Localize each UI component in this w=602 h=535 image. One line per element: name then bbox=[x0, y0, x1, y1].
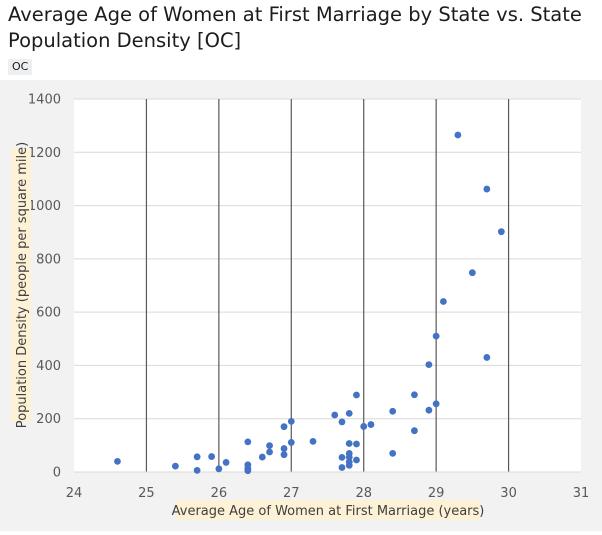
x-tick-label: 25 bbox=[138, 486, 155, 501]
data-point bbox=[432, 400, 440, 408]
y-tick-labels: 0 200 400 600 800 1000 1200 1400 bbox=[28, 93, 61, 481]
data-point bbox=[309, 437, 317, 445]
x-tick-label: 29 bbox=[428, 486, 445, 501]
data-point bbox=[244, 467, 252, 475]
data-point bbox=[338, 453, 346, 461]
data-point bbox=[280, 451, 288, 459]
data-point bbox=[425, 361, 433, 369]
y-tick-label: 200 bbox=[36, 412, 61, 427]
data-point bbox=[411, 427, 418, 435]
data-point bbox=[345, 409, 353, 417]
data-point bbox=[432, 332, 440, 340]
data-point bbox=[468, 269, 476, 277]
y-tick-label: 600 bbox=[36, 306, 61, 321]
data-point bbox=[244, 438, 252, 446]
data-point bbox=[280, 423, 288, 431]
plot-area bbox=[74, 99, 581, 472]
data-point bbox=[280, 445, 288, 452]
data-point bbox=[287, 439, 295, 446]
scatter-chart: 24 25 26 27 28 29 30 31 0 200 400 600 800 1000 1200 14… bbox=[0, 80, 602, 531]
data-point bbox=[411, 391, 418, 399]
data-point bbox=[258, 453, 266, 461]
y-tick-label: 400 bbox=[36, 359, 61, 374]
x-tick-label: 24 bbox=[66, 486, 83, 501]
data-point bbox=[497, 228, 505, 236]
data-point bbox=[345, 440, 353, 447]
x-tick-label: 26 bbox=[211, 486, 228, 501]
data-point bbox=[367, 421, 375, 428]
data-point bbox=[172, 462, 179, 470]
y-axis-label-background bbox=[11, 148, 31, 422]
data-point bbox=[360, 423, 368, 430]
data-point bbox=[425, 406, 433, 414]
x-tick-label: 31 bbox=[573, 486, 590, 501]
data-point bbox=[353, 440, 360, 448]
data-point bbox=[287, 417, 295, 425]
x-tick-labels: 24 25 26 27 28 29 30 31 bbox=[66, 486, 590, 501]
y-tick-label: 0 bbox=[53, 466, 61, 481]
x-tick-label: 27 bbox=[283, 486, 300, 501]
y-tick-label: 1000 bbox=[28, 199, 61, 214]
data-point bbox=[439, 298, 447, 305]
data-point bbox=[353, 391, 360, 399]
y-tick-label: 1400 bbox=[28, 93, 61, 108]
data-point bbox=[454, 131, 462, 139]
data-point bbox=[114, 457, 121, 465]
data-point bbox=[215, 465, 223, 473]
x-tick-label: 28 bbox=[355, 486, 372, 501]
data-point bbox=[331, 411, 339, 419]
chart-container: 24 25 26 27 28 29 30 31 0 200 400 600 800 1000 1200 14… bbox=[0, 80, 602, 531]
data-point bbox=[193, 453, 201, 461]
data-point bbox=[345, 453, 353, 461]
post-title: Average Age of Women at First Marriage b… bbox=[8, 3, 582, 52]
data-point bbox=[193, 467, 201, 474]
x-tick-label: 30 bbox=[500, 486, 517, 501]
data-point bbox=[266, 442, 273, 450]
y-tick-label: 1200 bbox=[28, 146, 61, 161]
y-tick-label: 800 bbox=[36, 252, 61, 267]
y-axis-label: Population Density (people per square mi… bbox=[15, 142, 30, 428]
data-point bbox=[266, 448, 273, 456]
data-point bbox=[483, 354, 491, 361]
data-point bbox=[338, 418, 346, 426]
gridlines bbox=[74, 98, 581, 473]
data-point bbox=[389, 407, 397, 415]
data-point bbox=[338, 464, 346, 471]
data-point bbox=[345, 461, 353, 469]
data-point bbox=[222, 459, 230, 466]
data-point bbox=[353, 456, 360, 464]
x-axis-label-background bbox=[176, 500, 480, 520]
data-point bbox=[208, 453, 216, 460]
post-flair-badge[interactable]: OC bbox=[8, 59, 33, 75]
x-axis-label: Average Age of Women at First Marriage (… bbox=[172, 504, 485, 519]
data-point bbox=[389, 449, 397, 457]
data-point bbox=[483, 185, 491, 193]
data-points bbox=[114, 131, 505, 475]
